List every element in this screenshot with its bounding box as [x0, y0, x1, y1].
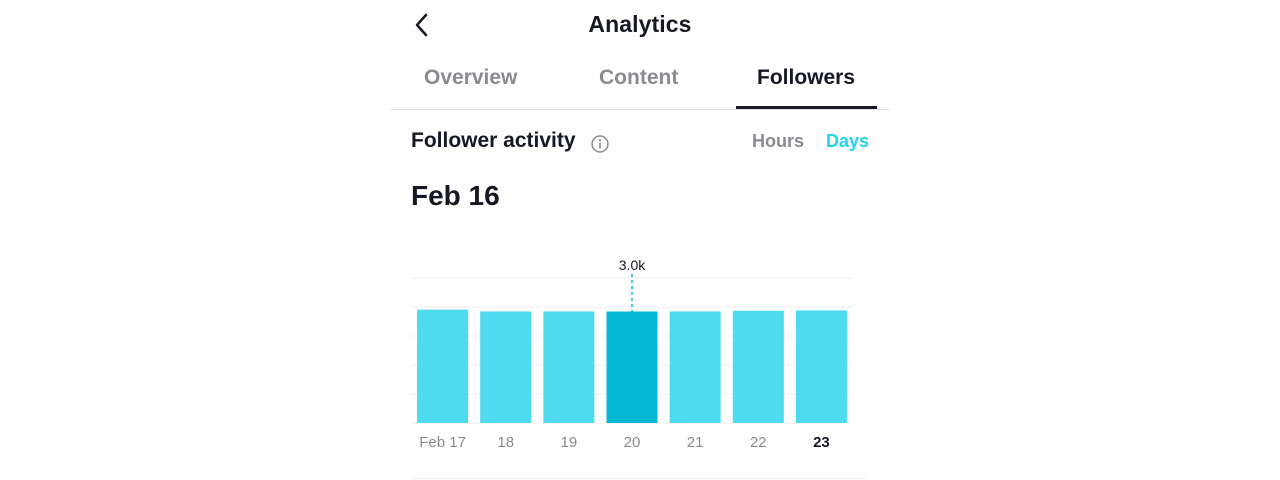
- x-tick-label: 22: [750, 434, 767, 451]
- days-toggle[interactable]: Days: [826, 131, 870, 151]
- bar[interactable]: [480, 311, 532, 423]
- page-title: Analytics: [588, 11, 692, 37]
- x-tick-label: 20: [624, 434, 641, 451]
- x-tick-label: 19: [561, 434, 578, 451]
- tab-overview[interactable]: Overview: [424, 66, 518, 89]
- x-tick-label: 18: [497, 434, 514, 451]
- x-tick-label: 21: [687, 434, 704, 451]
- bar[interactable]: [417, 309, 469, 423]
- follower-activity-chart: Feb 17 18 19 20 3.0k 21 22 23: [411, 257, 853, 451]
- x-tick-label: Feb 17: [419, 434, 466, 451]
- active-tab-indicator: [736, 106, 877, 109]
- tab-bar: Overview Content Followers: [390, 56, 890, 110]
- bar[interactable]: [543, 311, 595, 423]
- bar[interactable]: [606, 311, 658, 423]
- tab-content[interactable]: Content: [599, 66, 679, 89]
- bar[interactable]: [795, 310, 847, 423]
- info-icon[interactable]: [590, 134, 610, 154]
- bar[interactable]: [732, 310, 784, 423]
- header: Analytics: [390, 0, 890, 50]
- selected-date: Feb 16: [411, 180, 500, 211]
- x-tick-label: 23: [813, 434, 830, 451]
- analytics-screen: Analytics Overview Content Followers Fol…: [390, 0, 890, 480]
- chevron-left-icon[interactable]: [408, 10, 438, 40]
- bar[interactable]: [669, 311, 721, 423]
- bottom-divider: [411, 478, 867, 479]
- follower-activity-title: Follower activity: [411, 129, 576, 152]
- hours-toggle[interactable]: Hours: [752, 131, 805, 151]
- tab-followers[interactable]: Followers: [757, 66, 856, 89]
- highlight-value-label: 3.0k: [619, 257, 646, 273]
